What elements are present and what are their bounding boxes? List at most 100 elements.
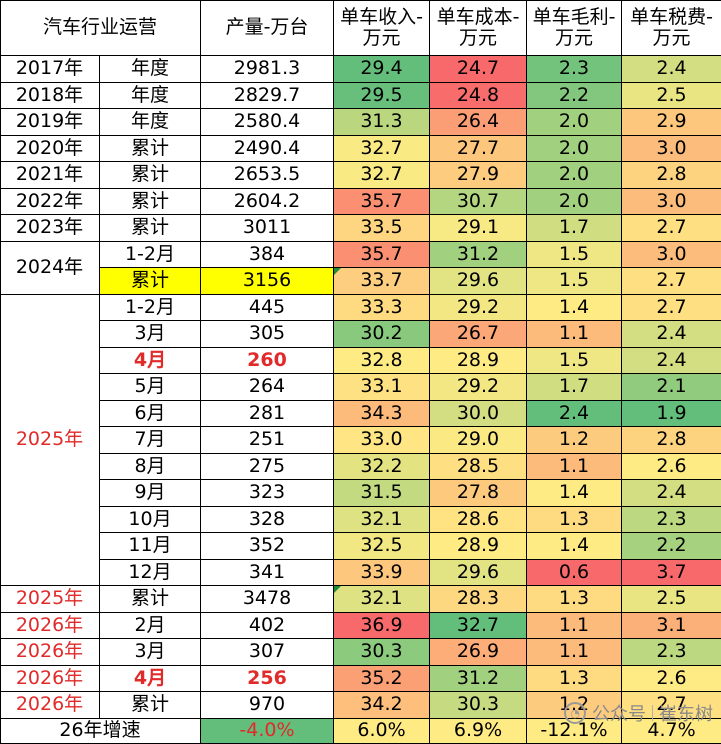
row-tax: 3.0 — [622, 241, 721, 268]
row-tax: 2.3 — [622, 506, 721, 533]
row-margin: 2.4 — [527, 400, 622, 427]
row-cost: 26.4 — [430, 109, 527, 136]
row-output: 2981.3 — [201, 56, 334, 83]
growth-margin: -12.1% — [527, 718, 622, 744]
row-period: 累计 — [100, 586, 201, 613]
row-period: 6月 — [100, 400, 201, 427]
row-period: 3月 — [100, 639, 201, 666]
row-margin: 2.0 — [527, 135, 622, 162]
row-output: 384 — [201, 241, 334, 268]
row-tax: 2.4 — [622, 321, 721, 348]
row-cost: 28.9 — [430, 347, 527, 374]
row-cost: 32.7 — [430, 612, 527, 639]
row-cost: 29.2 — [430, 374, 527, 401]
row-margin: 1.3 — [527, 506, 622, 533]
row-year: 2022年 — [0, 188, 100, 215]
row-output: 328 — [201, 506, 334, 533]
row-period: 5月 — [100, 374, 201, 401]
row-period: 4月 — [100, 347, 201, 374]
row-margin: 2.0 — [527, 162, 622, 189]
row-margin: 2.0 — [527, 188, 622, 215]
row-cost: 29.1 — [430, 215, 527, 242]
row-margin: 1.1 — [527, 639, 622, 666]
row-revenue: 32.1 — [334, 506, 430, 533]
row-year: 2018年 — [0, 82, 100, 109]
row-output: 352 — [201, 533, 334, 560]
row-year: 2024年 — [0, 241, 100, 295]
row-revenue: 30.2 — [334, 321, 430, 348]
row-output: 323 — [201, 480, 334, 507]
row-tax: 2.7 — [622, 692, 721, 719]
header-margin: 单车毛利-万元 — [527, 0, 622, 56]
row-margin: 1.5 — [527, 347, 622, 374]
row-year: 2017年 — [0, 56, 100, 83]
row-cost: 27.7 — [430, 135, 527, 162]
row-output: 281 — [201, 400, 334, 427]
row-cost: 26.7 — [430, 321, 527, 348]
row-tax: 2.6 — [622, 453, 721, 480]
row-output: 402 — [201, 612, 334, 639]
row-tax: 1.9 — [622, 400, 721, 427]
row-tax: 2.7 — [622, 294, 721, 321]
row-cost: 28.5 — [430, 453, 527, 480]
row-tax: 3.1 — [622, 612, 721, 639]
row-revenue: 31.5 — [334, 480, 430, 507]
row-revenue: 30.3 — [334, 639, 430, 666]
row-period: 累计 — [100, 135, 201, 162]
row-period: 累计 — [100, 188, 201, 215]
row-tax: 2.5 — [622, 82, 721, 109]
row-period: 4月 — [100, 665, 201, 692]
row-year: 2026年 — [0, 612, 100, 639]
row-margin: 1.1 — [527, 321, 622, 348]
row-revenue: 32.2 — [334, 453, 430, 480]
row-tax: 2.7 — [622, 268, 721, 295]
row-revenue: 34.2 — [334, 692, 430, 719]
header-industry: 汽车行业运营 — [0, 0, 201, 56]
row-margin: 1.7 — [527, 374, 622, 401]
growth-tax: 4.7% — [622, 718, 721, 744]
row-period: 累计 — [100, 215, 201, 242]
growth-output: -4.0% — [201, 718, 334, 744]
row-output: 3478 — [201, 586, 334, 613]
row-margin: 1.2 — [527, 427, 622, 454]
row-tax: 2.7 — [622, 215, 721, 242]
row-output: 260 — [201, 347, 334, 374]
row-period: 累计 — [100, 268, 201, 295]
row-period: 9月 — [100, 480, 201, 507]
row-margin: 1.1 — [527, 612, 622, 639]
row-revenue: 33.9 — [334, 559, 430, 586]
row-cost: 30.3 — [430, 692, 527, 719]
row-period: 2月 — [100, 612, 201, 639]
row-tax: 2.5 — [622, 586, 721, 613]
row-cost: 29.6 — [430, 559, 527, 586]
row-cost: 31.2 — [430, 665, 527, 692]
row-output: 307 — [201, 639, 334, 666]
row-margin: 1.5 — [527, 268, 622, 295]
row-cost: 28.6 — [430, 506, 527, 533]
row-year: 2026年 — [0, 665, 100, 692]
row-margin: 1.4 — [527, 480, 622, 507]
row-cost: 28.3 — [430, 586, 527, 613]
row-tax: 3.7 — [622, 559, 721, 586]
row-revenue: 32.1 — [334, 586, 430, 613]
growth-revenue: 6.0% — [334, 718, 430, 744]
row-period: 10月 — [100, 506, 201, 533]
row-cost: 30.0 — [430, 400, 527, 427]
row-output: 251 — [201, 427, 334, 454]
header-output: 产量-万台 — [201, 0, 334, 56]
row-revenue: 35.2 — [334, 665, 430, 692]
row-revenue: 32.5 — [334, 533, 430, 560]
row-output: 2490.4 — [201, 135, 334, 162]
row-cost: 27.8 — [430, 480, 527, 507]
row-revenue: 35.7 — [334, 188, 430, 215]
row-margin: 2.3 — [527, 56, 622, 83]
row-period: 8月 — [100, 453, 201, 480]
row-cost: 31.2 — [430, 241, 527, 268]
row-revenue: 32.8 — [334, 347, 430, 374]
row-output: 341 — [201, 559, 334, 586]
row-tax: 2.8 — [622, 162, 721, 189]
row-tax: 2.9 — [622, 109, 721, 136]
row-cost: 28.9 — [430, 533, 527, 560]
row-revenue: 32.7 — [334, 135, 430, 162]
